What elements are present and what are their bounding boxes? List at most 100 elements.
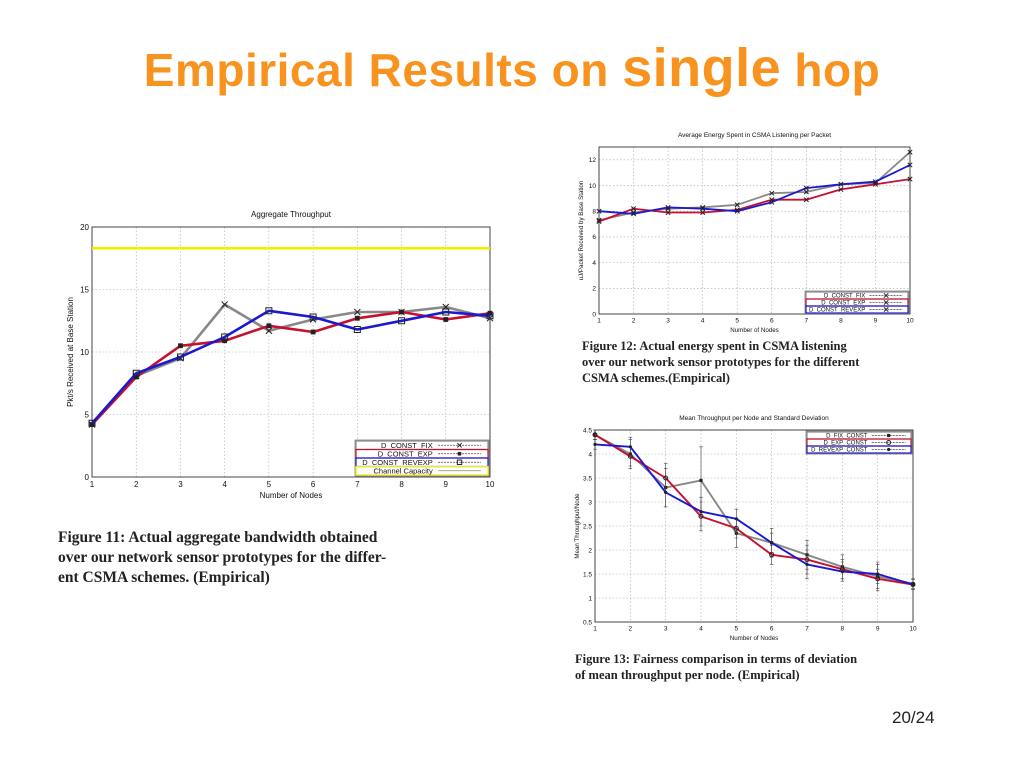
x-tick-label: 2 (134, 480, 139, 489)
y-tick-label: 0 (592, 311, 596, 318)
data-point-marker (769, 199, 775, 205)
y-tick-label: 8 (592, 209, 596, 216)
y-tick-label: 2 (588, 547, 592, 554)
x-tick-label: 9 (444, 480, 449, 489)
x-tick-label: 6 (311, 480, 316, 489)
legend-box (804, 290, 910, 315)
data-point-marker (221, 333, 229, 341)
legend-label: D_CONST_REVEXP (362, 458, 432, 467)
title-part-3: hop (781, 44, 881, 96)
y-tick-label: 2.5 (583, 523, 592, 530)
x-tick-label: 3 (664, 626, 668, 633)
legend-label: D_EXP_CONST (823, 441, 867, 447)
x-tick-label: 1 (90, 480, 95, 489)
data-point-marker (883, 299, 889, 306)
y-tick-label: 5 (85, 410, 90, 419)
data-point-marker (700, 206, 706, 212)
y-tick-label: 12 (589, 157, 597, 164)
data-point-marker (803, 185, 809, 191)
x-axis-label: Number of Nodes (730, 635, 779, 642)
data-point-marker (840, 570, 844, 574)
data-point-marker (769, 552, 775, 558)
series-d-const-revexp (88, 307, 494, 427)
data-point-marker (907, 176, 913, 182)
y-axis-label: Pkt/s Received at Base Station (66, 297, 75, 407)
legend-entry-frame (805, 305, 909, 314)
slide-title: Empirical Results on single hop (0, 40, 1024, 98)
data-point-marker (596, 208, 602, 214)
y-tick-label: 4 (588, 451, 592, 458)
figure-11-caption: Figure 11: Actual aggregate bandwidth ob… (58, 528, 488, 588)
data-point-marker (876, 572, 880, 576)
x-tick-label: 4 (699, 626, 703, 633)
data-point-marker (353, 326, 361, 333)
x-tick-label: 7 (805, 626, 809, 633)
grid (91, 226, 491, 478)
data-point-marker (838, 181, 844, 187)
y-tick-label: 20 (80, 223, 89, 232)
data-point-marker (593, 442, 597, 446)
x-tick-label: 10 (909, 626, 917, 633)
data-point-marker (222, 338, 228, 344)
x-tick-label: 4 (701, 318, 705, 325)
title-part-1: Empirical Results on (143, 44, 623, 96)
chart-title: Average Energy Spent in CSMA Listening p… (678, 132, 831, 139)
data-point-marker (734, 208, 740, 214)
plot-frame (91, 226, 491, 478)
tick-labels: 1 2 3 4 5 6 7 8 9 100.511.522.533.544.5 (583, 427, 917, 632)
chart-title: Aggregate Throughput (251, 210, 332, 219)
data-point-marker (665, 209, 671, 216)
data-point-marker (398, 317, 406, 325)
data-point-marker (354, 315, 360, 321)
grid (598, 147, 911, 315)
y-tick-label: 3 (588, 499, 592, 506)
data-point-marker (699, 510, 703, 514)
title-part-2: single (622, 38, 782, 98)
legend-label: D_FIX_CONST (826, 434, 868, 440)
data-point-marker (699, 478, 703, 482)
x-tick-label: 5 (267, 480, 272, 489)
plot-frame (594, 429, 914, 623)
y-tick-label: 10 (589, 183, 597, 190)
data-point-marker (628, 445, 632, 449)
data-point-marker (883, 292, 889, 299)
caption-line: Figure 13: Fairness comparison in terms … (575, 652, 858, 666)
legend-label: D_CONST_EXP (378, 449, 433, 458)
data-point-marker (887, 447, 891, 452)
figure-12-caption: Figure 12: Actual energy spent in CSMA l… (582, 338, 922, 386)
y-tick-label: 6 (592, 234, 596, 241)
tick-labels: 1 2 3 4 5 6 7 8 9 10 0 5 10 15 20 (80, 223, 495, 489)
x-tick-label: 5 (735, 318, 739, 325)
caption-line: CSMA schemes.(Empirical) (582, 371, 730, 385)
y-tick-label: 4.5 (583, 427, 592, 434)
data-point-marker (886, 440, 892, 445)
data-point-marker (803, 189, 809, 195)
data-point-marker (592, 432, 598, 438)
y-tick-label: 0 (85, 473, 90, 482)
x-tick-label: 8 (839, 318, 843, 325)
legend: D_CONST_FIXD_CONST_EXPD_CONST_REVEXPChan… (354, 439, 490, 477)
y-tick-label: 2 (592, 286, 596, 293)
data-point-marker (456, 442, 463, 448)
data-point-marker (631, 211, 637, 217)
data-point-marker (883, 306, 889, 313)
page-number: 20/24 (892, 708, 935, 727)
x-axis-label: Number of Nodes (260, 491, 323, 500)
legend-label: Channel Capacity (374, 466, 433, 475)
x-tick-label: 6 (770, 318, 774, 325)
x-axis-label: Number of Nodes (730, 327, 779, 334)
data-point-marker (132, 369, 140, 377)
legend-label: D_CONST_FIX (381, 441, 433, 450)
series-line (594, 433, 914, 586)
x-tick-label: 4 (222, 480, 227, 489)
x-tick-label: 1 (597, 318, 601, 325)
x-tick-label: 6 (770, 626, 774, 633)
data-point-marker (442, 308, 450, 316)
y-tick-label: 1 (588, 595, 592, 602)
y-tick-label: 0.5 (583, 619, 592, 626)
data-point-marker (907, 149, 913, 155)
y-tick-label: 1.5 (583, 571, 592, 578)
chart-aggregate-throughput-svg: Aggregate Throughput 1 2 3 4 5 6 7 8 9 10 0 5 10 15 20 N… (66, 210, 495, 500)
y-axis-label: Mean Throughput/Node (574, 493, 581, 559)
